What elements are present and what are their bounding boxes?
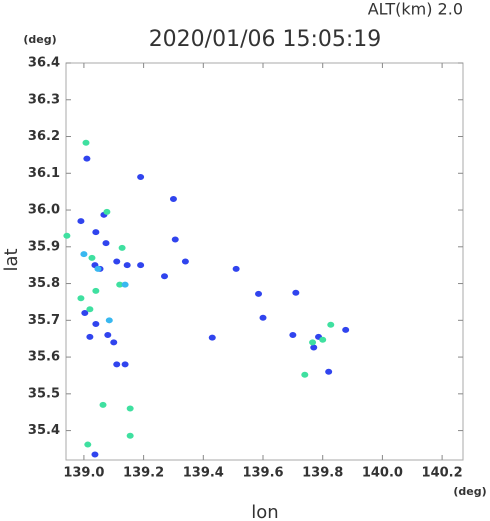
echo-point bbox=[169, 196, 177, 203]
echo-point bbox=[123, 262, 131, 269]
echo-point bbox=[102, 240, 110, 247]
echo-point bbox=[94, 265, 102, 272]
echo-point bbox=[110, 339, 118, 346]
y-tick-label: 35.9 bbox=[28, 239, 60, 254]
echo-point bbox=[319, 336, 327, 343]
chart-title: 2020/01/06 15:05:19 bbox=[149, 27, 382, 52]
echo-point bbox=[113, 361, 121, 368]
echo-point bbox=[83, 155, 91, 162]
echo-point bbox=[99, 401, 107, 408]
x-axis-label: lon bbox=[251, 502, 278, 521]
echo-point bbox=[259, 314, 267, 321]
echo-point bbox=[82, 139, 90, 146]
y-unit: (deg) bbox=[23, 33, 56, 46]
echo-point bbox=[181, 258, 189, 265]
y-tick-label: 35.6 bbox=[28, 350, 60, 365]
echo-point bbox=[171, 236, 179, 243]
echo-point bbox=[137, 173, 145, 180]
x-tick-label: 139.8 bbox=[302, 466, 343, 481]
x-tick-label: 139.4 bbox=[183, 466, 224, 481]
echo-point bbox=[104, 332, 112, 339]
echo-point bbox=[342, 326, 350, 333]
echo-point bbox=[63, 232, 71, 239]
echo-point bbox=[105, 317, 113, 324]
x-unit: (deg) bbox=[453, 485, 486, 498]
echo-point bbox=[126, 405, 134, 412]
echo-point bbox=[327, 321, 335, 328]
echo-point bbox=[116, 281, 124, 288]
echo-point bbox=[91, 451, 99, 458]
echo-point bbox=[84, 441, 92, 448]
echo-point bbox=[208, 334, 216, 341]
echo-point bbox=[86, 333, 94, 340]
echo-point bbox=[77, 295, 85, 302]
y-tick-label: 35.8 bbox=[28, 276, 60, 291]
y-tick-label: 36.0 bbox=[28, 203, 60, 218]
y-tick-label: 36.2 bbox=[28, 129, 60, 144]
echo-point bbox=[92, 287, 100, 294]
y-tick-label: 35.7 bbox=[28, 313, 60, 328]
echo-point bbox=[126, 432, 134, 439]
echo-point bbox=[118, 244, 126, 251]
echo-point bbox=[232, 265, 240, 272]
y-tick-label: 35.5 bbox=[28, 386, 60, 401]
x-tick-label: 139.0 bbox=[63, 466, 104, 481]
echo-point bbox=[301, 371, 309, 378]
echo-point bbox=[121, 361, 129, 368]
y-axis-label: lat bbox=[1, 248, 22, 271]
x-tick-label: 139.2 bbox=[123, 466, 164, 481]
echo-point bbox=[103, 208, 111, 215]
echo-point bbox=[86, 306, 94, 313]
plot-frame bbox=[65, 62, 464, 461]
y-tick-label: 36.1 bbox=[28, 166, 60, 181]
echo-point bbox=[161, 273, 169, 280]
x-tick-label: 140.2 bbox=[422, 466, 463, 481]
echo-point bbox=[92, 229, 100, 236]
echo-point bbox=[121, 281, 129, 288]
echo-point bbox=[81, 309, 89, 316]
echo-point bbox=[309, 339, 317, 346]
echo-point bbox=[88, 254, 96, 261]
echo-point bbox=[289, 332, 297, 339]
echo-point bbox=[292, 289, 300, 296]
x-tick-label: 140.0 bbox=[362, 466, 403, 481]
echo-point bbox=[92, 320, 100, 327]
subtitle: ALT(km) 2.0 bbox=[368, 0, 463, 19]
y-tick-label: 35.4 bbox=[28, 423, 60, 438]
echo-point bbox=[310, 344, 318, 351]
echo-point bbox=[113, 258, 121, 265]
echo-point bbox=[255, 290, 263, 297]
y-tick-label: 36.4 bbox=[28, 56, 60, 71]
echo-point bbox=[80, 251, 88, 258]
y-tick-label: 36.3 bbox=[28, 92, 60, 107]
x-tick-label: 139.6 bbox=[242, 466, 283, 481]
echo-point bbox=[77, 218, 85, 225]
echo-point bbox=[137, 262, 145, 269]
echo-point bbox=[325, 368, 333, 375]
